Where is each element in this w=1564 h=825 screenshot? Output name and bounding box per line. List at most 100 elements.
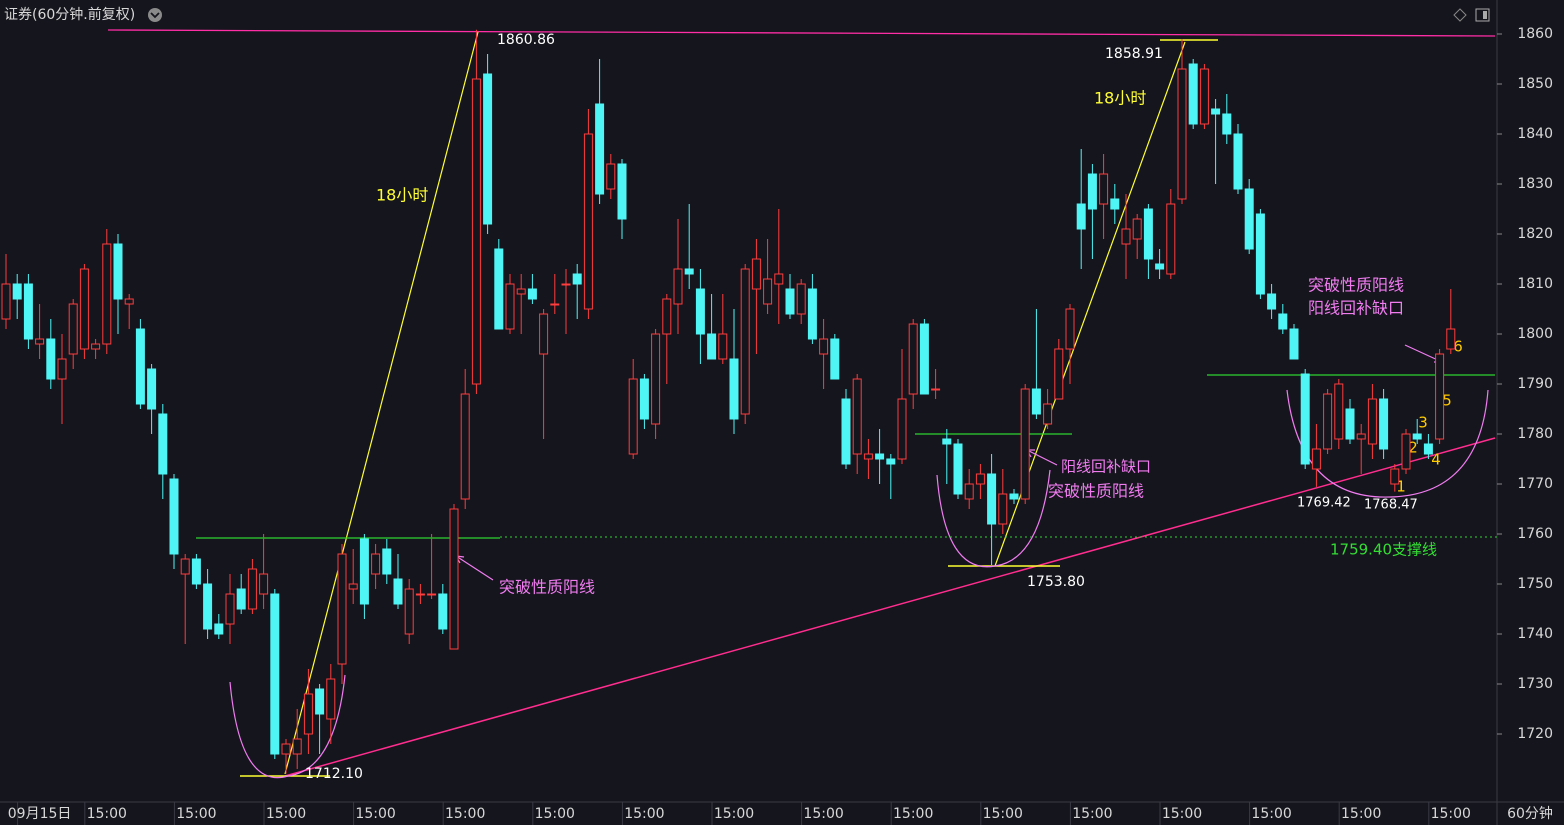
panel-icon-fill (1483, 11, 1487, 19)
candle-body (292, 738, 302, 755)
candle-body (1121, 228, 1131, 245)
candle-body (651, 333, 661, 425)
candle-body (763, 278, 773, 305)
candle-body (751, 258, 761, 290)
y-tick-label: 1810 (1517, 276, 1553, 292)
candle-body (326, 678, 336, 720)
dropdown-icon[interactable] (148, 8, 162, 22)
candle-body (135, 328, 145, 405)
y-tick-label: 1840 (1517, 126, 1553, 142)
candle-body (1300, 373, 1310, 465)
annotation: 18小时 (376, 186, 428, 205)
candle-body (807, 288, 817, 340)
candle-body (1099, 173, 1109, 205)
x-tick-label: 15:00 (1251, 806, 1291, 822)
x-tick-label: 15:00 (983, 806, 1023, 822)
annotation: 18小时 (1094, 89, 1146, 108)
candle-body (371, 553, 381, 575)
candle-body (852, 378, 862, 455)
candle-body (527, 288, 537, 300)
y-tick-label: 1770 (1517, 476, 1553, 492)
x-tick-label: 15:00 (1072, 806, 1112, 822)
candle-body (1, 283, 11, 320)
x-tick-label: 15:00 (87, 806, 127, 822)
candle-body (1222, 113, 1232, 135)
drawings: 1759.40支撑线 1860.86 1712.10 1858.91 1753.80 17… (107, 29, 1497, 782)
dropdown-circle[interactable] (148, 8, 162, 22)
candle-body (1345, 408, 1355, 440)
panel-icon[interactable] (1475, 8, 1490, 22)
annotation: 突破性质阳线 (1048, 482, 1144, 501)
candle-body (987, 473, 997, 525)
candle-body (1334, 383, 1344, 440)
candle-body (595, 103, 605, 195)
candle-body (247, 568, 257, 610)
candle-body (729, 358, 739, 420)
candle-body (1311, 448, 1321, 470)
candle-body (303, 693, 313, 735)
resistance-line (107, 29, 1496, 37)
candle-body (427, 593, 437, 596)
candle-body (270, 593, 280, 755)
x-tick-label: 15:00 (1431, 806, 1471, 822)
trend-line (284, 437, 1496, 777)
y-tick-label: 1730 (1517, 676, 1553, 692)
bottom-arc (936, 469, 1051, 568)
diamond-icon[interactable] (1453, 8, 1467, 22)
candle-body (785, 288, 795, 315)
candle-body (158, 413, 168, 475)
y-tick-label: 1780 (1517, 426, 1553, 442)
candle-body (1278, 313, 1288, 330)
candle-body (1054, 348, 1064, 400)
candle-body (1143, 208, 1153, 260)
candle-body (707, 333, 717, 360)
candle-body (438, 593, 448, 630)
y-tick-label: 1750 (1517, 576, 1553, 592)
candle-body (23, 283, 33, 340)
annotation: 1860.86 (497, 32, 555, 48)
candle-body (1423, 443, 1433, 455)
candle-body (259, 573, 269, 595)
candle-body (1379, 398, 1389, 450)
candle-body (606, 163, 616, 190)
candle-body (180, 558, 190, 575)
y-tick-label: 1820 (1517, 226, 1553, 242)
x-tick-label: 15:00 (803, 806, 843, 822)
candle-body (863, 453, 873, 460)
y-tick-label: 1800 (1517, 326, 1553, 342)
candle-body (1076, 203, 1086, 230)
y-tick-label: 1850 (1517, 76, 1553, 92)
candle-body (1390, 468, 1400, 485)
candle-body (673, 268, 683, 305)
candle-body (236, 588, 246, 610)
candle-body (1177, 68, 1187, 200)
candle-body (628, 378, 638, 455)
candle-body (1356, 433, 1366, 440)
support-label: 1759.40支撑线 (1330, 541, 1437, 559)
candle-body (124, 298, 134, 305)
y-tick-label: 1740 (1517, 626, 1553, 642)
candle-body (1412, 433, 1422, 440)
annotation: 1712.10 (305, 766, 363, 782)
annotation: 突破性质阳线 (1308, 276, 1404, 295)
candle-body (1155, 263, 1165, 270)
candle-body (539, 313, 549, 355)
annotation: 1 (1396, 478, 1406, 496)
x-tick-label: 15:00 (355, 806, 395, 822)
candle-body (505, 283, 515, 330)
candle-body (460, 393, 470, 500)
annotation: 1753.80 (1027, 574, 1085, 590)
candle-body (348, 583, 358, 590)
candle-body (169, 478, 179, 555)
candle-body (931, 388, 941, 391)
candle-body (998, 493, 1008, 525)
x-tick-label: 15:00 (445, 806, 485, 822)
candle-body (1401, 433, 1411, 470)
candle-body (1009, 493, 1019, 500)
candle-body (337, 553, 347, 665)
candle-body (908, 323, 918, 395)
candle-body (774, 273, 784, 285)
candle-body (964, 483, 974, 500)
candle-body (382, 548, 392, 575)
